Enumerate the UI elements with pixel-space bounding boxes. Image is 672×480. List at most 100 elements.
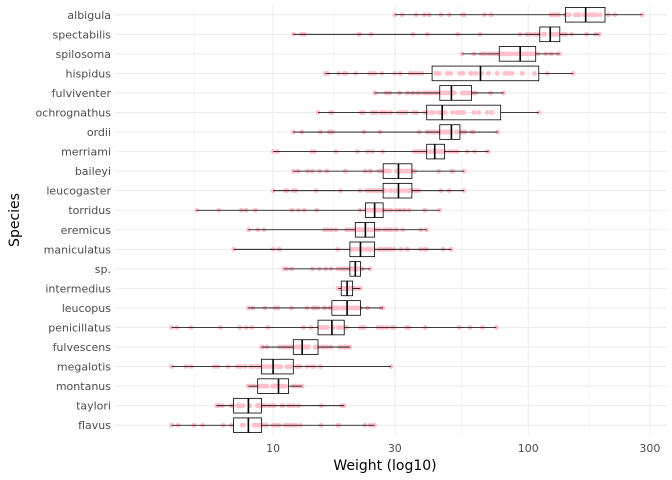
box-flavus: [171, 417, 375, 433]
data-point: [392, 188, 397, 194]
data-point: [425, 110, 430, 115]
data-point: [273, 364, 278, 369]
y-tick-label: flavus: [78, 419, 111, 432]
data-point: [193, 207, 199, 213]
data-point: [255, 403, 260, 409]
data-point: [445, 129, 450, 135]
data-point: [382, 188, 388, 194]
data-point: [433, 71, 439, 76]
data-point: [486, 71, 491, 76]
data-point: [302, 344, 307, 350]
data-point: [448, 71, 454, 76]
data-point: [576, 12, 582, 18]
data-point: [450, 110, 455, 115]
data-point: [370, 246, 376, 252]
box-leucopus: [248, 300, 384, 316]
y-tick-label: taylori: [76, 400, 111, 413]
box-megalotis: [171, 358, 392, 375]
box-torridus: [196, 202, 440, 218]
data-point: [454, 129, 459, 135]
data-point: [348, 305, 354, 311]
data-point: [388, 364, 394, 369]
data-point: [278, 364, 284, 369]
box-layer: [171, 7, 643, 433]
box-sp: [283, 261, 371, 277]
data-point: [279, 383, 285, 389]
data-point: [532, 71, 537, 76]
box-eremicus: [248, 222, 427, 238]
data-point: [387, 188, 393, 194]
data-point: [360, 246, 365, 252]
box-ochrognathus: [318, 104, 539, 121]
data-point: [357, 227, 362, 233]
data-point: [465, 90, 471, 96]
y-tick-label: leucogaster: [46, 185, 111, 198]
box-iqr: [431, 65, 540, 82]
y-tick-label: intermedius: [45, 282, 111, 295]
box-iqr: [439, 85, 473, 101]
data-point: [452, 90, 457, 96]
x-tick-label: 10: [266, 442, 280, 455]
y-tick-label: fulviventer: [52, 87, 112, 100]
box-iqr: [382, 182, 413, 199]
data-point: [315, 110, 321, 115]
data-point: [305, 344, 311, 350]
data-point: [236, 403, 242, 409]
y-tick-labels: albigula spectabilis spilosoma hispidus fulv…: [36, 9, 112, 432]
data-point: [285, 364, 290, 369]
box-spectabilis: [293, 26, 600, 43]
x-tick-label: 100: [518, 442, 539, 455]
y-tick-label: torridus: [68, 204, 111, 217]
data-point: [241, 422, 246, 428]
data-point: [356, 305, 361, 311]
x-tick-labels: 10 30 100 300: [266, 442, 660, 455]
data-point: [385, 168, 391, 174]
data-point: [573, 12, 578, 18]
box-spilosoma: [461, 46, 560, 62]
y-tick-label: megalotis: [57, 361, 111, 374]
box-fulvescens: [261, 339, 350, 355]
y-axis-title: Species: [7, 193, 23, 247]
data-point: [259, 383, 265, 389]
box-iqr: [261, 358, 294, 375]
data-point: [427, 149, 433, 154]
data-point: [402, 188, 407, 194]
data-point: [288, 364, 294, 369]
data-point: [506, 51, 512, 57]
y-tick-label: ordii: [87, 126, 111, 139]
data-point: [261, 364, 267, 369]
data-point: [270, 149, 276, 154]
data-point: [536, 110, 542, 115]
data-point: [529, 51, 535, 57]
data-point: [290, 129, 296, 135]
data-point: [494, 71, 500, 76]
data-point: [402, 168, 408, 174]
y-tick-label: albigula: [67, 9, 111, 22]
data-point: [440, 149, 445, 154]
x-axis-title: Weight (log10): [333, 458, 436, 474]
y-tick-label: maniculatus: [44, 243, 112, 256]
data-point: [429, 110, 434, 115]
data-point: [444, 71, 450, 76]
y-tick-label: leucopus: [62, 302, 112, 315]
data-point: [519, 71, 525, 76]
data-point: [325, 325, 330, 330]
y-tick-label: fulvescens: [53, 341, 112, 354]
y-tick-label: ochrognathus: [36, 107, 112, 120]
box-iqr: [257, 378, 289, 394]
data-point: [468, 71, 474, 76]
data-point: [441, 90, 446, 96]
box-ordii: [293, 124, 498, 140]
box-penicillatus: [171, 319, 497, 336]
box-iqr: [233, 397, 262, 414]
data-point: [254, 422, 259, 428]
data-point: [506, 71, 512, 76]
data-point: [270, 188, 276, 194]
box-iqr: [382, 163, 413, 179]
y-tick-label: spilosoma: [56, 48, 111, 61]
data-point: [338, 325, 344, 330]
data-point: [317, 325, 323, 330]
data-point: [489, 110, 495, 115]
data-point: [473, 71, 479, 76]
y-tick-label: penicillatus: [48, 322, 111, 335]
